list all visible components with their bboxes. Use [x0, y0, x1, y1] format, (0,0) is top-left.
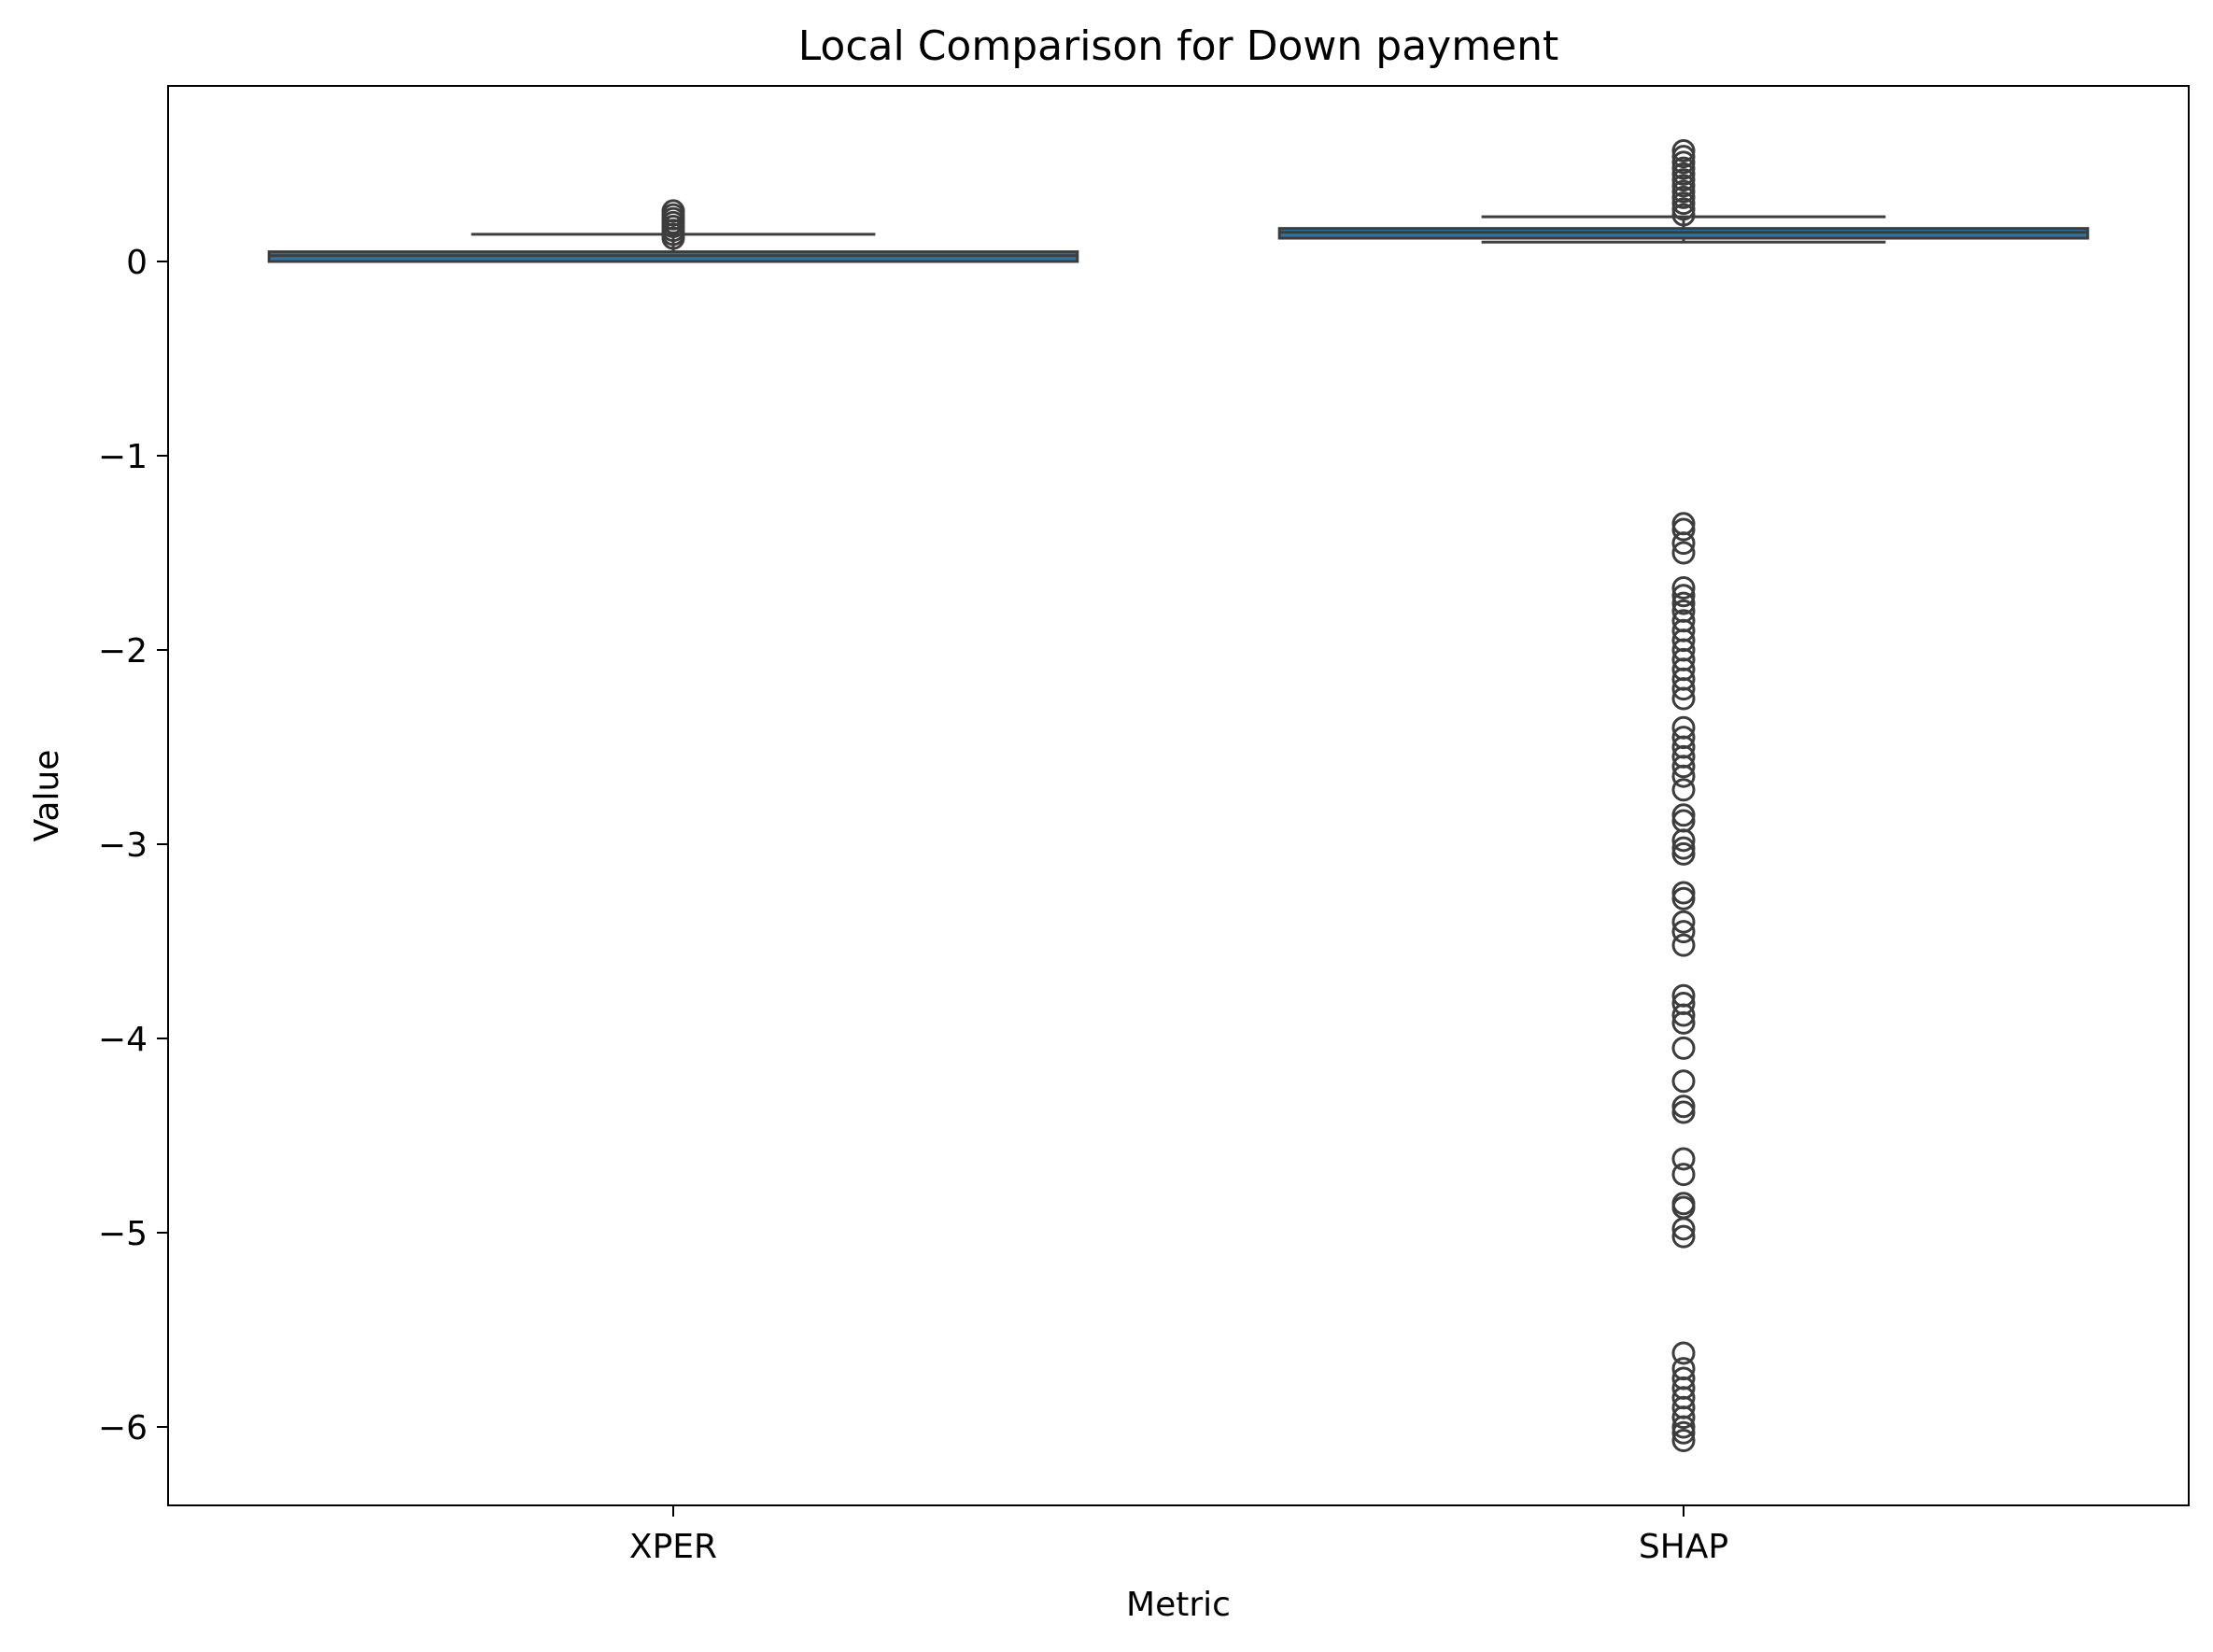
- y-tick-label: −2: [98, 632, 148, 671]
- plot-frame: [168, 86, 2189, 1505]
- chart-title: Local Comparison for Down payment: [798, 22, 1559, 70]
- y-tick-label: −3: [98, 826, 148, 865]
- y-axis: 0 −1 −2 −3 −4 −5 −6: [98, 244, 168, 1447]
- y-axis-label: Value: [28, 750, 66, 842]
- box-xper: [269, 201, 1078, 261]
- y-tick-label: −4: [98, 1021, 148, 1059]
- outlier-point: [1673, 1071, 1694, 1092]
- x-tick-label: XPER: [629, 1528, 717, 1566]
- x-tick-label: SHAP: [1639, 1528, 1728, 1566]
- y-tick-label: −6: [98, 1409, 148, 1447]
- boxes-layer: [269, 140, 2088, 1450]
- x-axis: XPER SHAP: [629, 1505, 1728, 1566]
- box-shap: [1279, 140, 2088, 1450]
- y-tick-label: 0: [126, 244, 148, 282]
- outlier-point: [1673, 1038, 1694, 1058]
- x-axis-label: Metric: [1126, 1586, 1231, 1624]
- y-tick-label: −5: [98, 1215, 148, 1253]
- outlier-point: [1673, 935, 1694, 955]
- outlier-point: [1673, 780, 1694, 800]
- y-tick-label: −1: [98, 438, 148, 476]
- outlier-point: [1673, 1165, 1694, 1185]
